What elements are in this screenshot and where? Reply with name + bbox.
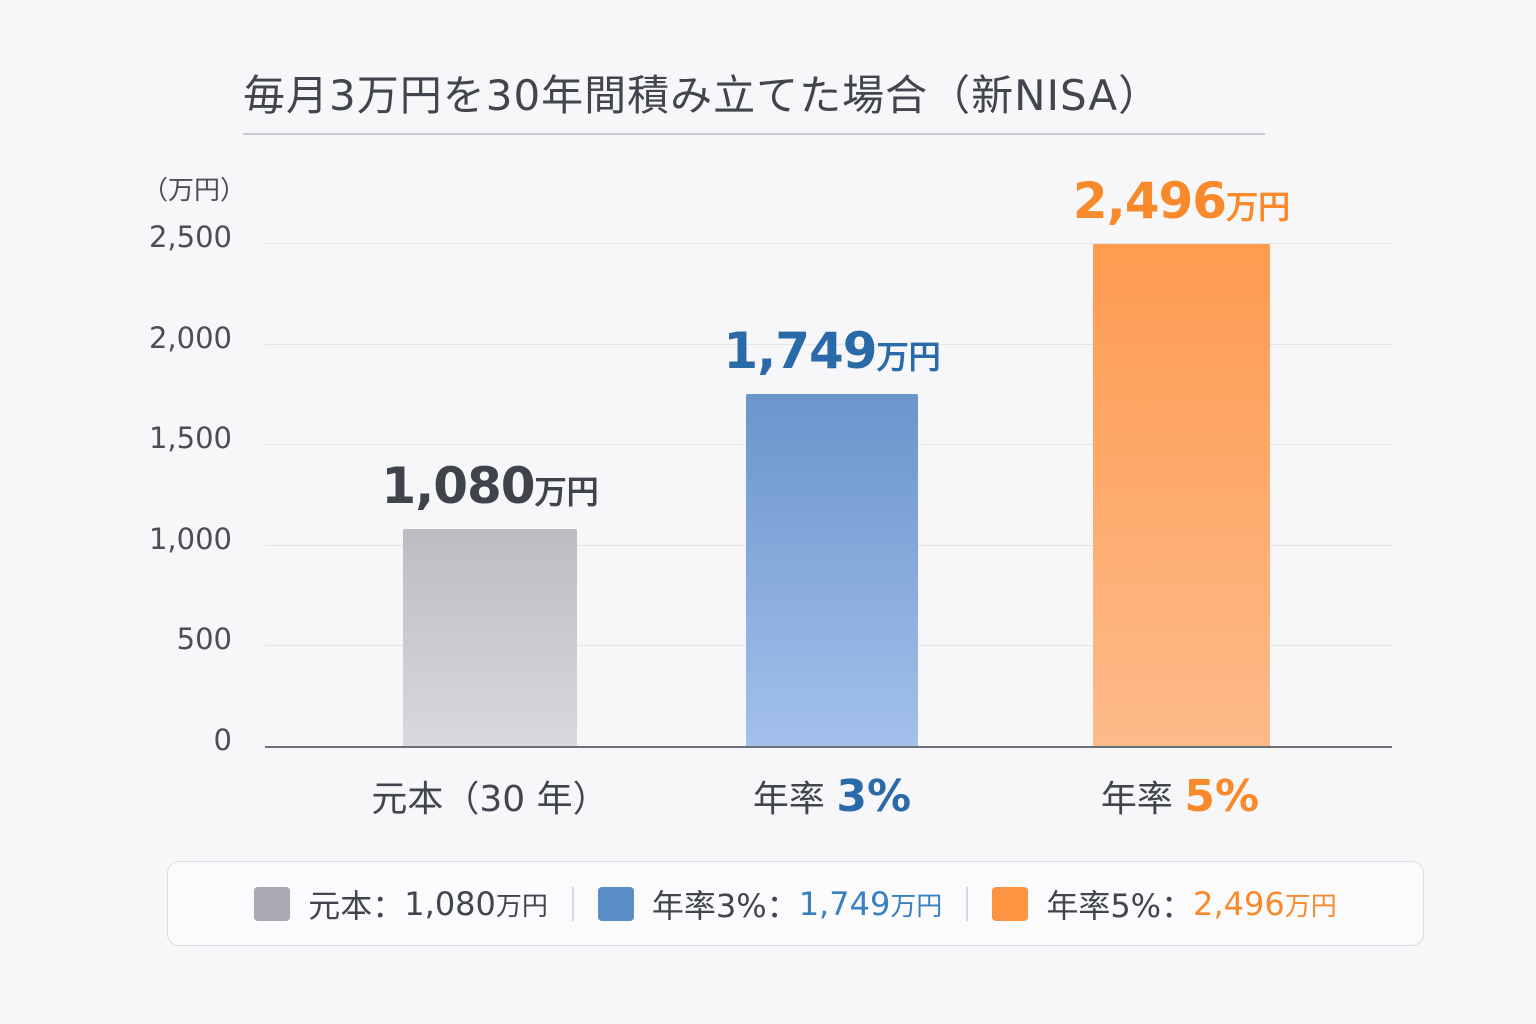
title-divider [243,133,1265,135]
legend-value-unit: 万円 [890,891,943,922]
x-category-accent: 5% [1184,771,1260,822]
legend-value-number: 1,749 [798,884,891,923]
legend-value: 2,496万円 [1193,885,1337,923]
legend-value-unit: 万円 [1284,891,1337,922]
bar-rate-5 [1093,243,1270,746]
bar-value-number: 1,080 [381,456,535,515]
x-category-text: 元本（30 年） [371,779,609,820]
legend-swatch-orange [992,886,1029,921]
legend: 元本： 1,080万円 年率3%： 1,749万円 年率5%： 2,496万円 [167,861,1424,946]
y-tick-label: 0 [213,723,232,757]
y-tick-label: 2,000 [148,320,232,355]
y-axis-unit-label: （万円） [142,176,247,206]
bar-value-label: 2,496万円 [1073,172,1290,230]
bar-rate-3 [746,394,918,746]
legend-item-principal: 元本： 1,080万円 [254,881,548,927]
x-category-rate-3: 年率 3% [753,770,911,822]
x-axis-line [265,746,1392,748]
legend-value: 1,080万円 [404,885,548,923]
bar-value-number: 1,749 [723,322,877,381]
bar-value-unit: 万円 [534,472,599,511]
gridline [265,343,1392,345]
legend-value: 1,749万円 [799,885,943,923]
x-category-accent: 3% [836,771,912,822]
legend-item-rate-3: 年率3%： 1,749万円 [597,881,943,927]
legend-label: 年率5%： [1046,886,1194,925]
bar-value-number: 2,496 [1072,171,1227,230]
legend-value-number: 1,080 [404,884,496,923]
x-category-principal: 元本（30 年） [371,770,608,822]
legend-divider [966,886,969,921]
legend-value-number: 2,496 [1193,884,1285,923]
y-tick-label: 1,500 [148,421,232,456]
x-category-prefix: 年率 [1100,779,1185,820]
legend-swatch-blue [597,886,634,921]
bar-value-label: 1,080万円 [381,457,598,515]
legend-divider [571,886,574,921]
bar-value-unit: 万円 [876,338,941,377]
y-tick-label: 500 [176,622,232,657]
chart-title: 毎月3万円を30年間積み立てた場合（新NISA） [243,71,1162,120]
plot-area [265,243,1392,748]
legend-item-rate-5: 年率5%： 2,496万円 [992,881,1337,927]
x-category-rate-5: 年率 5% [1101,770,1259,822]
legend-label: 年率3%： [651,886,799,925]
bar-value-unit: 万円 [1226,187,1291,226]
legend-label: 元本： [308,886,405,925]
bar-value-label: 1,749万円 [723,322,940,380]
bar-principal [403,528,577,746]
legend-swatch-gray [254,886,291,921]
x-category-prefix: 年率 [752,779,837,820]
y-tick-label: 1,000 [148,521,232,556]
y-tick-label: 2,500 [148,220,232,254]
legend-value-unit: 万円 [495,891,548,922]
gridline [265,243,1392,244]
